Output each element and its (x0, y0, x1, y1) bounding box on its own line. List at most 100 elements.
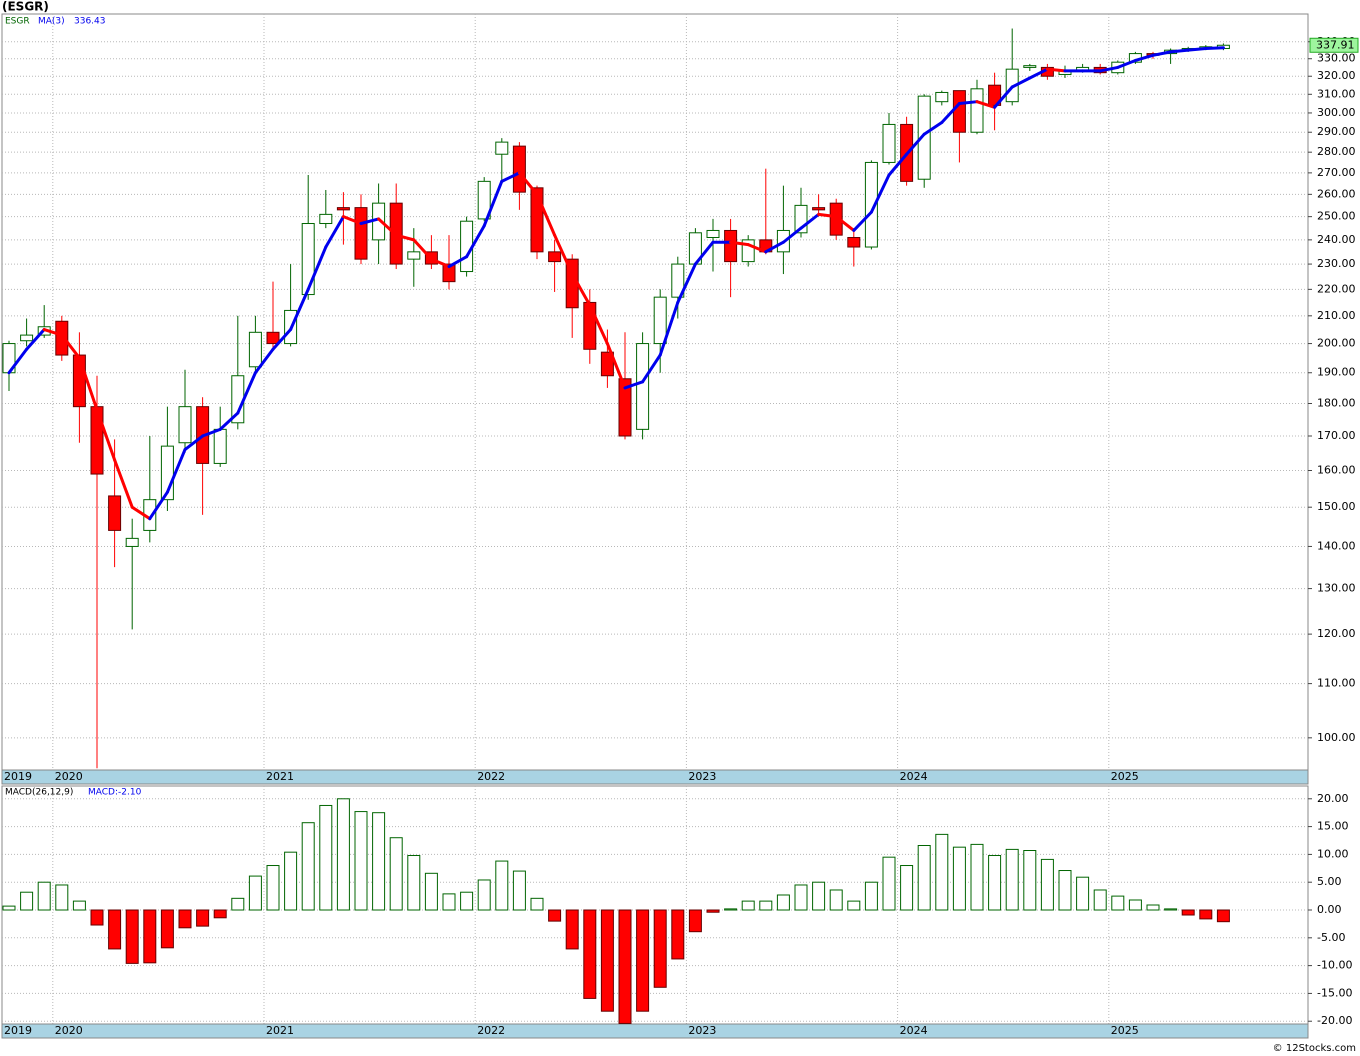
candle-body (706, 229, 720, 238)
candle-body (266, 331, 280, 345)
x-tick-label: 2022 (477, 770, 505, 783)
plot-area (1, 13, 1309, 771)
bar (143, 909, 157, 964)
ma-segment (253, 347, 275, 375)
x-tick-label: 2021 (266, 1024, 294, 1037)
last-price-label: 337.91 (1316, 38, 1355, 51)
macd-title: MACD(26,12,9) (5, 788, 73, 798)
x-axis-strip (1, 769, 1309, 785)
ma-segment (641, 353, 662, 384)
y-tick-label: 200.00 (1317, 337, 1356, 350)
ma-segment (1045, 67, 1067, 73)
ma-segment (922, 121, 944, 136)
y-tick-label: 160.00 (1317, 463, 1356, 476)
ma-segment (25, 328, 46, 351)
x-tick-label: 2022 (477, 1024, 505, 1037)
candle-body (301, 223, 315, 296)
candle-body (248, 331, 262, 368)
bar (759, 900, 773, 911)
y-tick-label: -5.00 (1317, 931, 1345, 944)
bar (864, 881, 878, 911)
ma-segment (834, 215, 856, 232)
bar (900, 865, 914, 911)
candle-body (178, 406, 192, 444)
candle-body (847, 236, 861, 248)
bar (1093, 889, 1107, 911)
x-tick-label: 2020 (55, 770, 83, 783)
candle-body (583, 301, 597, 350)
ma-segment (746, 243, 768, 254)
bar (55, 884, 69, 911)
candle-body (512, 145, 526, 193)
bar (1058, 870, 1072, 911)
bar (548, 909, 562, 922)
x-tick-label: 2021 (266, 770, 294, 783)
bar (354, 811, 368, 911)
y-tick-label: 10.00 (1317, 847, 1349, 860)
bar (284, 851, 298, 911)
ma-segment (130, 505, 152, 521)
bar (706, 909, 720, 913)
candle-body (829, 202, 843, 236)
candle-body (354, 207, 368, 260)
ma-segment (799, 212, 821, 230)
ma-segment (817, 212, 838, 219)
y-tick-label: -15.00 (1317, 986, 1352, 999)
ma-segment (693, 240, 715, 266)
bar (213, 909, 227, 919)
bar (1164, 908, 1178, 911)
ma-segment (781, 226, 803, 244)
ma-segment (271, 328, 293, 351)
x-tick-label: 2025 (1111, 770, 1139, 783)
ma-segment (359, 217, 381, 226)
bar (495, 860, 509, 911)
ma-segment (148, 490, 169, 521)
bar (952, 846, 966, 911)
legend-ma-value: 336.43 (74, 17, 106, 27)
y-tick-label: 250.00 (1317, 210, 1356, 223)
bar (372, 812, 386, 911)
candle-body (407, 251, 421, 260)
ma-segment (940, 102, 961, 125)
bar (829, 889, 843, 911)
ma-segment (957, 100, 979, 106)
bar (741, 900, 755, 911)
ma-segment (729, 240, 750, 247)
y-tick-label: 190.00 (1317, 366, 1356, 379)
ma-segment (500, 171, 521, 183)
bar (1040, 858, 1054, 911)
chart-title: (ESGR) (2, 0, 49, 14)
ma-segment (1010, 76, 1032, 89)
ma-segment (77, 356, 99, 412)
x-tick-label: 2024 (900, 770, 928, 783)
candle-body (125, 537, 139, 547)
bar (653, 909, 667, 988)
ma-segment (1098, 65, 1120, 73)
bar (1076, 876, 1090, 911)
y-tick-label: 110.00 (1317, 677, 1356, 690)
bar (37, 881, 51, 911)
candle-body (882, 123, 896, 163)
bar (1128, 899, 1142, 911)
ma-segment (95, 408, 117, 462)
x-tick-label: 2023 (688, 1024, 716, 1037)
bar (125, 909, 139, 964)
bar (72, 900, 86, 911)
bar (477, 879, 491, 911)
bar (319, 804, 333, 911)
y-tick-label: 210.00 (1317, 309, 1356, 322)
candle-body (653, 296, 667, 345)
bar (882, 856, 896, 911)
candle-body (442, 263, 456, 283)
y-tick-label: 240.00 (1317, 233, 1356, 246)
ma-segment (852, 210, 873, 232)
y-tick-label: 230.00 (1317, 257, 1356, 270)
ma-segment (42, 328, 64, 337)
bar (178, 909, 192, 929)
ma-segment (324, 215, 345, 249)
ma-segment (447, 255, 469, 269)
y-tick-label: 300.00 (1317, 106, 1356, 119)
y-tick-label: 310.00 (1317, 87, 1356, 100)
copyright: © 12Stocks.com (1273, 1043, 1356, 1054)
